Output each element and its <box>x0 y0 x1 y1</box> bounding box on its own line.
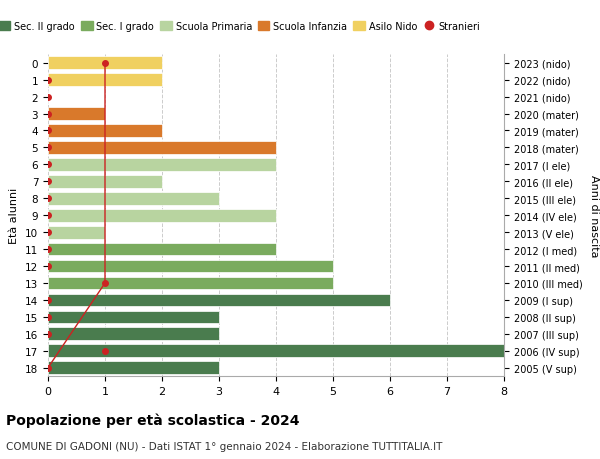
Bar <box>48 125 162 138</box>
Legend: Sec. II grado, Sec. I grado, Scuola Primaria, Scuola Infanzia, Asilo Nido, Stran: Sec. II grado, Sec. I grado, Scuola Prim… <box>0 18 484 36</box>
Text: Popolazione per età scolastica - 2024: Popolazione per età scolastica - 2024 <box>6 413 299 428</box>
Bar <box>48 311 219 324</box>
Bar <box>48 362 219 374</box>
Bar <box>48 294 390 307</box>
Bar <box>48 328 219 341</box>
Bar <box>48 74 162 87</box>
Bar <box>48 209 276 222</box>
Bar <box>48 226 105 239</box>
Bar <box>48 108 105 121</box>
Text: COMUNE DI GADONI (NU) - Dati ISTAT 1° gennaio 2024 - Elaborazione TUTTITALIA.IT: COMUNE DI GADONI (NU) - Dati ISTAT 1° ge… <box>6 441 442 451</box>
Y-axis label: Anni di nascita: Anni di nascita <box>589 174 599 257</box>
Bar <box>48 277 333 290</box>
Bar <box>48 345 504 358</box>
Bar <box>48 260 333 273</box>
Y-axis label: Età alunni: Età alunni <box>10 188 19 244</box>
Bar <box>48 57 162 70</box>
Bar <box>48 159 276 171</box>
Bar <box>48 192 219 205</box>
Bar <box>48 142 276 154</box>
Bar <box>48 243 276 256</box>
Bar <box>48 175 162 188</box>
